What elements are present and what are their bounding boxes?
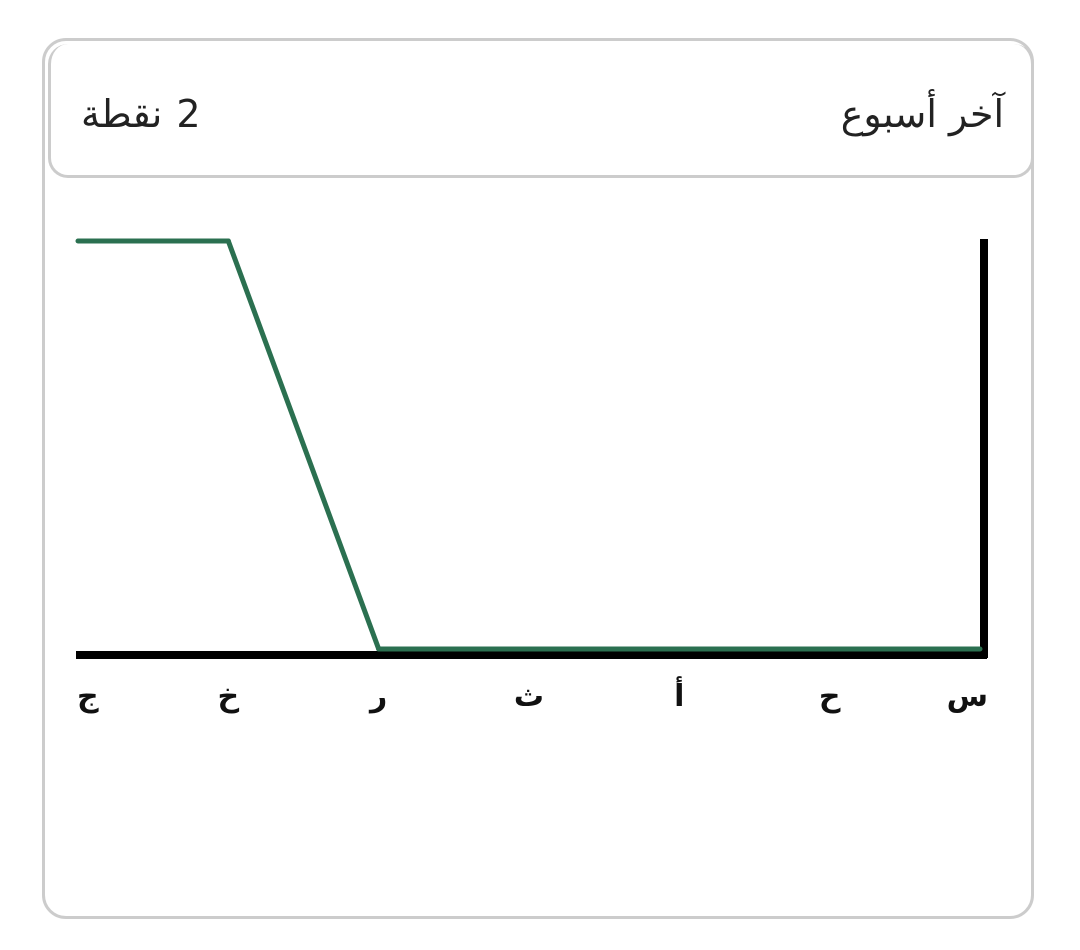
x-tick-label: خ xyxy=(218,679,240,714)
data-point-1 xyxy=(827,646,833,652)
data-point-4 xyxy=(376,646,382,652)
x-tick-label: ج xyxy=(77,679,99,714)
chart-card: آخر أسبوع 2 نقطة xyxy=(42,38,1034,919)
data-point-0 xyxy=(977,646,983,652)
data-point-6 xyxy=(75,238,81,244)
x-tick-label: س xyxy=(947,679,988,714)
points-value: 2 xyxy=(176,92,201,136)
data-point-5 xyxy=(225,238,231,244)
x-tick-label: ح xyxy=(819,679,841,714)
series-line xyxy=(78,238,980,652)
card-title: آخر أسبوع xyxy=(840,92,1004,136)
data-point-2 xyxy=(676,646,682,652)
x-tick-label: ث xyxy=(514,679,544,714)
x-tick-label: أ xyxy=(674,676,684,714)
data-point-3 xyxy=(526,646,532,652)
x-tick-label: ر xyxy=(368,679,387,714)
card-header: آخر أسبوع 2 نقطة xyxy=(48,44,1034,178)
points-stat: 2 نقطة xyxy=(81,90,201,138)
points-label: نقطة xyxy=(81,92,163,136)
